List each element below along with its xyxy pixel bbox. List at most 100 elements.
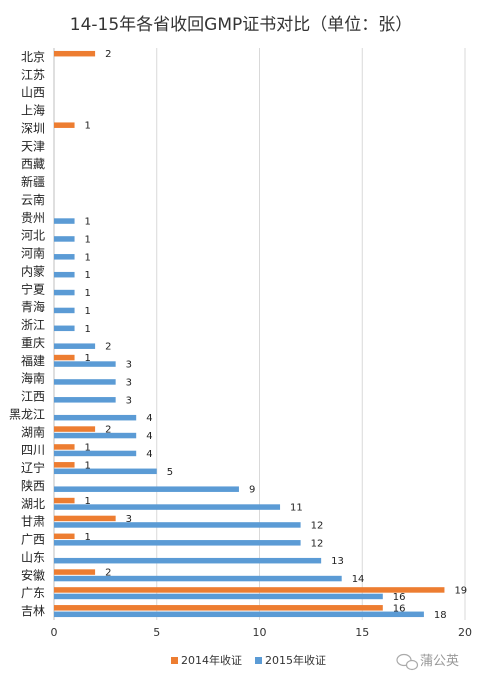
category-label: 上海 [21,103,45,118]
data-label: 1 [85,496,91,507]
x-tick-label: 5 [153,626,160,639]
category-label: 西藏 [21,157,45,171]
bar-2014 [54,122,75,128]
bar-2015 [54,522,301,528]
x-tick-label: 20 [458,626,472,639]
category-label: 内蒙 [21,264,45,278]
bar-2015 [54,486,239,492]
bar-2015 [54,540,301,546]
bar-2015 [54,414,137,421]
category-label: 黑龙江 [9,407,45,421]
category-label: 宁夏 [21,281,45,296]
data-label: 1 [85,306,91,317]
category-label: 河北 [21,229,45,243]
bar-2015 [54,254,75,260]
category-label: 福建 [21,353,45,368]
data-label: 1 [85,234,91,245]
bar-2015 [54,397,116,403]
data-label: 4 [146,431,152,442]
data-label: 11 [290,503,303,514]
data-label: 1 [85,121,91,132]
category-label: 重庆 [21,336,45,350]
category-label: 湖北 [21,496,45,511]
x-tick-label: 0 [51,626,58,639]
data-label: 4 [146,413,152,424]
watermark-text: 蒲公英 [420,654,459,669]
category-label: 云南 [21,192,45,207]
category-label: 青海 [21,299,45,314]
category-label: 辽宁 [21,460,45,475]
data-label: 2 [105,342,111,353]
bar-2015 [54,289,75,296]
bar-2014 [54,533,75,540]
category-label: 山东 [21,550,45,564]
data-label: 1 [85,442,91,453]
data-label: 3 [126,360,132,371]
bar-2014 [54,50,96,57]
legend-swatch [255,657,262,664]
category-label: 陕西 [21,478,45,493]
category-label: 河南 [21,246,45,261]
data-label: 1 [85,532,91,543]
category-label: 江苏 [21,68,45,82]
data-label: 18 [434,610,447,621]
bar-2015 [54,557,322,564]
category-label: 深圳 [21,121,45,135]
data-label: 9 [249,485,255,496]
category-label: 山西 [21,86,45,100]
wechat-icon [396,653,419,671]
bar-2014 [54,605,383,611]
bar-2015 [54,307,75,314]
data-label: 1 [85,270,91,281]
data-label: 13 [331,556,344,567]
bar-2015 [54,343,96,349]
bar-2015 [54,504,281,510]
data-label: 14 [352,574,365,585]
bar-2015 [54,593,383,600]
category-label: 安徽 [21,567,45,582]
bar-2014 [54,587,445,593]
data-label: 5 [167,467,173,478]
chart-title: 14-15年各省收回GMP证书对比（单位：张） [69,15,413,35]
bar-2014 [54,569,96,575]
data-label: 1 [85,252,91,263]
bar-2014 [54,462,75,468]
category-label: 湖南 [21,424,45,439]
bar-2015 [54,325,75,332]
category-label: 甘肃 [21,515,45,529]
data-label: 2 [105,568,111,579]
data-label: 3 [126,395,132,406]
category-label: 浙江 [21,318,45,332]
data-label: 1 [85,288,91,299]
bar-2015 [54,611,424,618]
category-label: 海南 [21,371,45,386]
category-label: 广东 [21,586,45,600]
legend-label: 2014年收证 [181,653,242,667]
bar-2014 [54,444,75,450]
bar-2014 [54,354,75,361]
category-label: 新疆 [21,174,45,189]
data-label: 1 [85,217,91,228]
category-label: 江西 [21,390,45,404]
x-tick-label: 10 [253,626,267,639]
bar-2014 [54,515,116,522]
data-label: 12 [311,538,324,549]
category-label: 吉林 [21,604,45,618]
data-label: 12 [311,520,324,531]
legend-swatch [171,657,178,664]
bar-2015 [54,379,116,385]
data-label: 16 [393,592,406,603]
bar-2014 [54,426,96,432]
category-label: 贵州 [21,211,45,225]
category-label: 广西 [21,533,45,547]
data-label: 19 [454,585,467,596]
bar-2015 [54,361,116,367]
category-label: 天津 [21,139,45,153]
bar-2015 [54,218,75,224]
bar-2015 [54,575,342,582]
data-label: 1 [85,353,91,364]
bar-2015 [54,450,137,457]
data-label: 3 [126,514,132,525]
legend-label: 2015年收证 [265,653,326,667]
